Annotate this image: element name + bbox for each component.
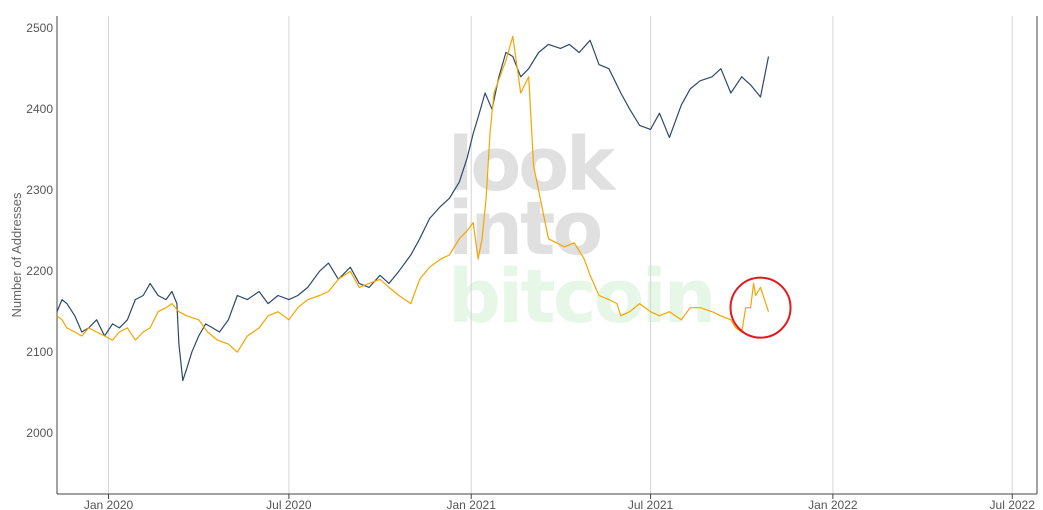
y-tick-label: 2400 <box>26 102 53 116</box>
series-line-1 <box>56 39 770 382</box>
annotations <box>729 276 792 339</box>
y-tick-label: 2200 <box>26 264 53 278</box>
y-tick-label: 2500 <box>26 21 53 35</box>
x-tick-labels: Jan 2020 Jul 2020 Jan 2021 Jul 2021 Jan 2022… <box>84 494 1035 510</box>
y-tick-label: 2000 <box>26 426 53 440</box>
watermark: look into bitcoin <box>448 122 716 340</box>
x-tick-label: Jul 2020 <box>266 498 312 510</box>
watermark-bitcoin: bitcoin <box>448 254 713 340</box>
x-tick-label: Jul 2022 <box>990 498 1036 510</box>
y-tick-label: 2100 <box>26 345 53 359</box>
y-axis-title: Number of Addresses <box>9 192 24 318</box>
y-tick-labels: 2000 2100 2200 2300 2400 2500 <box>26 21 53 440</box>
highlight-circle <box>729 276 792 339</box>
x-tick-label: Jan 2022 <box>808 498 858 510</box>
series-line-2 <box>56 35 770 353</box>
y-tick-label: 2300 <box>26 183 53 197</box>
series-lines <box>56 35 770 382</box>
gridlines <box>108 16 1013 494</box>
x-tick-label: Jan 2020 <box>84 498 134 510</box>
x-tick-label: Jan 2021 <box>447 498 497 510</box>
x-tick-label: Jul 2021 <box>628 498 674 510</box>
